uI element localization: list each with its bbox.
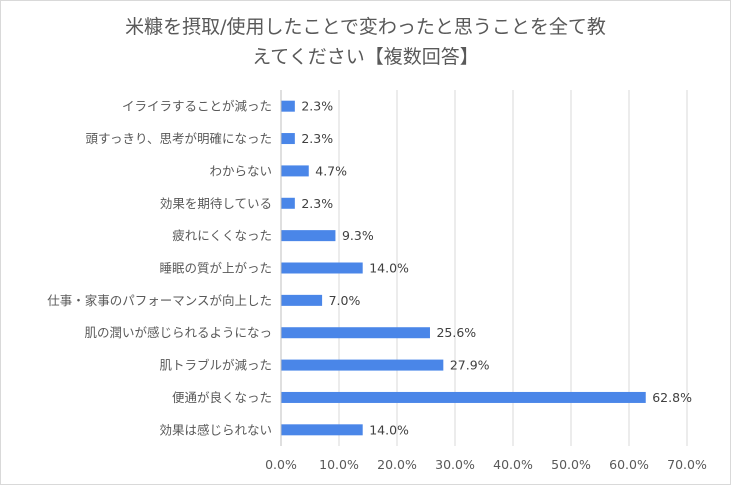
data-label: 27.9% [450, 358, 490, 373]
bar [281, 165, 309, 177]
category-label: 効果を期待している [160, 196, 272, 211]
bar [281, 327, 430, 339]
data-label: 62.8% [652, 390, 692, 405]
bar [281, 100, 295, 112]
x-tick-label: 10.0% [319, 457, 359, 472]
category-label: 肌トラブルが減った [159, 358, 272, 373]
bar [281, 262, 363, 274]
data-label: 2.3% [301, 99, 333, 114]
bar [281, 359, 444, 371]
category-label: 仕事・家事のパフォーマンスが向上した [47, 293, 272, 308]
data-label: 7.0% [329, 293, 361, 308]
data-label: 25.6% [436, 325, 476, 340]
category-label: イライラすることが減った [122, 99, 272, 114]
category-label: 効果は感じられない [159, 422, 272, 437]
data-label: 2.3% [301, 196, 333, 211]
x-tick-label: 30.0% [435, 457, 475, 472]
x-tick-label: 20.0% [377, 457, 417, 472]
data-label: 14.0% [369, 422, 409, 437]
category-label: 便通が良くなった [172, 390, 272, 405]
category-label: わからない [209, 163, 272, 178]
data-label: 9.3% [342, 228, 374, 243]
x-tick-label: 70.0% [667, 457, 707, 472]
x-tick-label: 40.0% [493, 457, 533, 472]
category-label: 肌の潤いが感じられるようになっ [84, 325, 272, 340]
x-tick-label: 60.0% [609, 457, 649, 472]
category-label: 睡眠の質が上がった [159, 261, 272, 276]
data-label: 14.0% [369, 261, 409, 276]
data-label: 2.3% [301, 131, 333, 146]
x-tick-label: 50.0% [551, 457, 591, 472]
bar [281, 230, 336, 242]
category-label: 頭すっきり、思考が明確になった [85, 131, 272, 146]
bar [281, 133, 295, 145]
bar [281, 424, 363, 436]
category-label: 疲れにくくなった [172, 228, 272, 243]
bar [281, 197, 295, 209]
bar [281, 391, 646, 403]
data-label: 4.7% [315, 163, 347, 178]
x-tick-label: 0.0% [265, 457, 297, 472]
chart-title-line1: 米糠を摂取/使用したことで変わったと思うことを全て教 [125, 16, 606, 38]
chart-title-line2: えてください【複数回答】 [252, 46, 479, 68]
bar [281, 294, 323, 306]
